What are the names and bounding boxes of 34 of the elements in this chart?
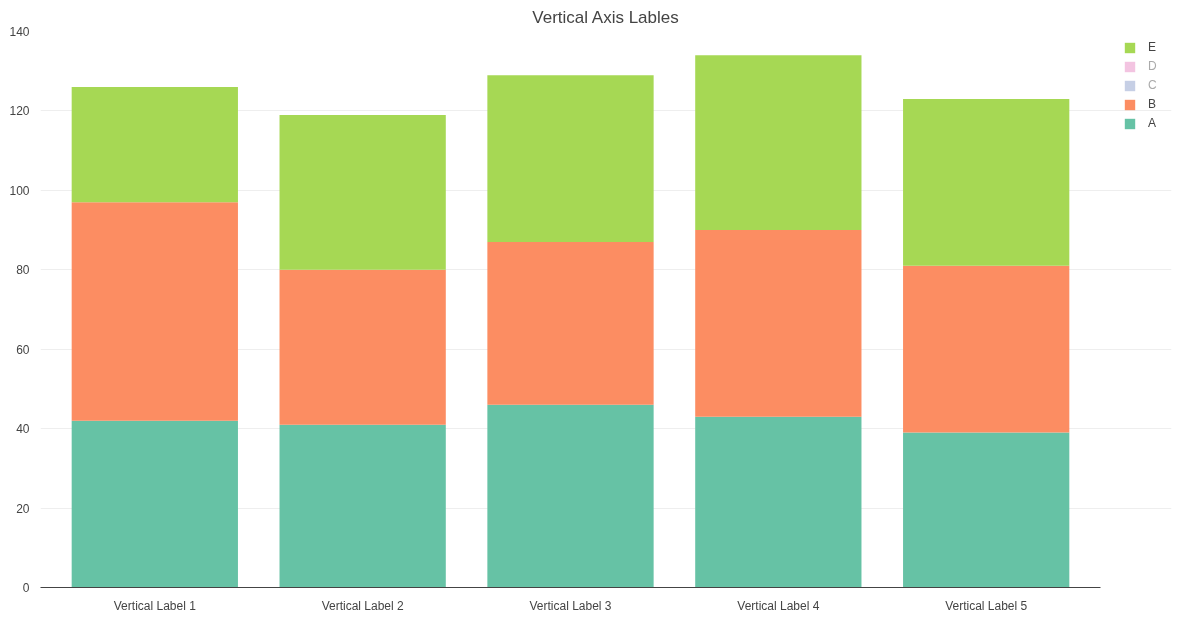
bar	[695, 230, 862, 417]
chart-title: Vertical Axis Lables	[532, 7, 679, 27]
bar	[487, 404, 654, 588]
y-tick-label: 0	[22, 581, 30, 595]
bar	[71, 420, 238, 588]
legend-label: D	[1148, 59, 1158, 73]
bar	[695, 55, 862, 231]
bar	[279, 269, 446, 425]
bar	[903, 99, 1070, 266]
y-tick-label: 20	[16, 501, 30, 516]
bar	[71, 202, 238, 421]
bar	[903, 432, 1070, 588]
x-tick-label: Vertical Label 5	[945, 598, 1028, 613]
legend-label: A	[1148, 116, 1157, 130]
bar	[279, 424, 446, 588]
bar	[487, 241, 654, 405]
y-tick-label: 120	[9, 104, 30, 119]
bar	[487, 75, 654, 242]
x-tick-label: Vertical Label 3	[529, 598, 612, 613]
bar	[903, 265, 1070, 433]
x-tick-label: Vertical Label 2	[321, 598, 405, 613]
y-tick-label: 60	[16, 342, 30, 357]
legend-label: C	[1148, 78, 1158, 92]
y-tick-label: 100	[9, 183, 30, 198]
y-tick-label: 140	[9, 25, 30, 39]
legend-label: E	[1148, 40, 1157, 54]
x-tick-label: Vertical Label 4	[737, 598, 820, 613]
bar	[279, 114, 446, 270]
legend-label: B	[1148, 97, 1157, 111]
x-tick-label: Vertical Label 1	[113, 598, 197, 613]
y-tick-label: 40	[16, 422, 30, 437]
bar	[695, 416, 862, 588]
y-tick-label: 80	[16, 263, 30, 278]
bar	[71, 87, 238, 203]
